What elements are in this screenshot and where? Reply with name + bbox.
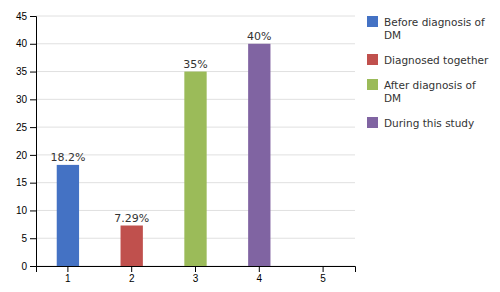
y-tick-mark <box>30 210 36 211</box>
y-tick-label: 45 <box>16 11 28 22</box>
x-tick: 1 <box>65 266 71 284</box>
y-tick-label: 5 <box>21 233 27 244</box>
y-tick-mark <box>30 72 36 73</box>
data-label: 35% <box>183 58 207 71</box>
x-tick: 5 <box>320 266 326 284</box>
y-tick: 25 <box>16 122 36 133</box>
x-axis: 1 2 3 4 5 <box>37 266 356 284</box>
bars <box>57 44 271 266</box>
bar <box>121 226 143 267</box>
x-tick-label: 2 <box>129 273 135 284</box>
y-tick-label: 0 <box>21 261 27 272</box>
legend-label-line: DM <box>384 29 401 41</box>
data-label: 40% <box>247 30 271 43</box>
y-tick-mark <box>30 99 36 100</box>
y-tick-mark <box>30 44 36 45</box>
bar <box>248 44 270 266</box>
x-axis-line <box>37 267 356 273</box>
y-tick-label: 30 <box>16 94 28 105</box>
y-tick-label: 40 <box>16 38 28 49</box>
legend-label-line: Diagnosed together <box>384 54 489 66</box>
y-tick: 5 <box>21 233 36 244</box>
y-tick: 10 <box>16 205 36 216</box>
data-label: 18.2% <box>50 151 85 164</box>
x-tick-mark <box>259 266 260 272</box>
legend-label: During this study <box>384 117 474 129</box>
y-tick: 30 <box>16 94 36 105</box>
x-tick-mark <box>195 266 196 272</box>
y-tick-label: 10 <box>16 205 28 216</box>
x-tick: 3 <box>193 266 199 284</box>
y-tick-mark <box>30 238 36 239</box>
y-tick-label: 35 <box>16 66 28 77</box>
legend-label: Diagnosed together <box>384 54 489 66</box>
y-tick-mark <box>30 266 36 267</box>
y-axis: 0 5 10 15 20 25 30 35 40 45 <box>16 11 37 272</box>
data-label: 7.29% <box>114 212 149 225</box>
y-tick-label: 20 <box>16 150 28 161</box>
legend-item: During this study <box>367 117 474 129</box>
legend-item: Before diagnosis ofDM <box>367 16 485 41</box>
x-tick-mark <box>131 266 132 272</box>
legend-swatch <box>367 79 378 90</box>
chart: 0510152025303540451234518.2%7.29%35%40%B… <box>0 0 500 292</box>
bar <box>57 165 79 266</box>
x-tick-mark <box>67 266 68 272</box>
y-tick-mark <box>30 183 36 184</box>
y-tick: 20 <box>16 150 36 161</box>
legend-label-line: After diagnosis of <box>384 79 476 91</box>
legend-swatch <box>367 16 378 27</box>
legend-item: Diagnosed together <box>367 54 489 66</box>
legend-label-line: Before diagnosis of <box>384 16 485 28</box>
y-tick: 40 <box>16 38 36 49</box>
y-tick: 45 <box>16 11 36 22</box>
x-tick-label: 3 <box>193 273 199 284</box>
legend-swatch <box>367 117 378 128</box>
y-tick-label: 15 <box>16 177 28 188</box>
legend-label-line: During this study <box>384 117 474 129</box>
legend: Before diagnosis ofDMDiagnosed togetherA… <box>367 16 489 129</box>
y-axis-line <box>30 17 37 267</box>
y-tick-mark <box>30 127 36 128</box>
legend-label-line: DM <box>384 92 401 104</box>
grid-line <box>36 43 355 44</box>
x-tick-label: 4 <box>257 273 263 284</box>
x-tick-mark <box>323 266 324 272</box>
y-tick: 15 <box>16 177 36 188</box>
grid-line <box>36 16 355 17</box>
plot: 0510152025303540451234518.2%7.29%35%40% <box>16 11 356 284</box>
y-tick: 0 <box>21 261 36 272</box>
x-tick: 2 <box>129 266 135 284</box>
grid <box>36 16 355 266</box>
y-tick: 35 <box>16 66 36 77</box>
x-tick: 4 <box>257 266 263 284</box>
y-tick-label: 25 <box>16 122 28 133</box>
y-tick-mark <box>30 155 36 156</box>
x-tick-label: 1 <box>65 273 71 284</box>
legend-item: After diagnosis ofDM <box>367 79 476 104</box>
bar <box>184 72 206 266</box>
legend-label: After diagnosis ofDM <box>384 79 476 104</box>
data-labels: 18.2% 7.29% 35% 40% <box>50 30 271 225</box>
y-tick-mark <box>30 16 36 17</box>
legend-swatch <box>367 54 378 65</box>
x-tick-label: 5 <box>320 273 326 284</box>
legend-label: Before diagnosis ofDM <box>384 16 485 41</box>
